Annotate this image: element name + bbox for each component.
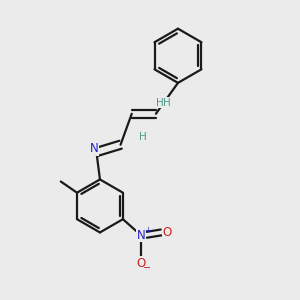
Text: O: O bbox=[136, 256, 146, 270]
Text: H: H bbox=[139, 132, 146, 142]
Text: N: N bbox=[137, 229, 146, 242]
Text: N: N bbox=[90, 142, 98, 155]
Text: H: H bbox=[163, 98, 171, 108]
Text: −: − bbox=[143, 263, 151, 273]
Text: O: O bbox=[162, 226, 172, 239]
Text: H: H bbox=[156, 98, 164, 108]
Text: +: + bbox=[144, 226, 151, 235]
